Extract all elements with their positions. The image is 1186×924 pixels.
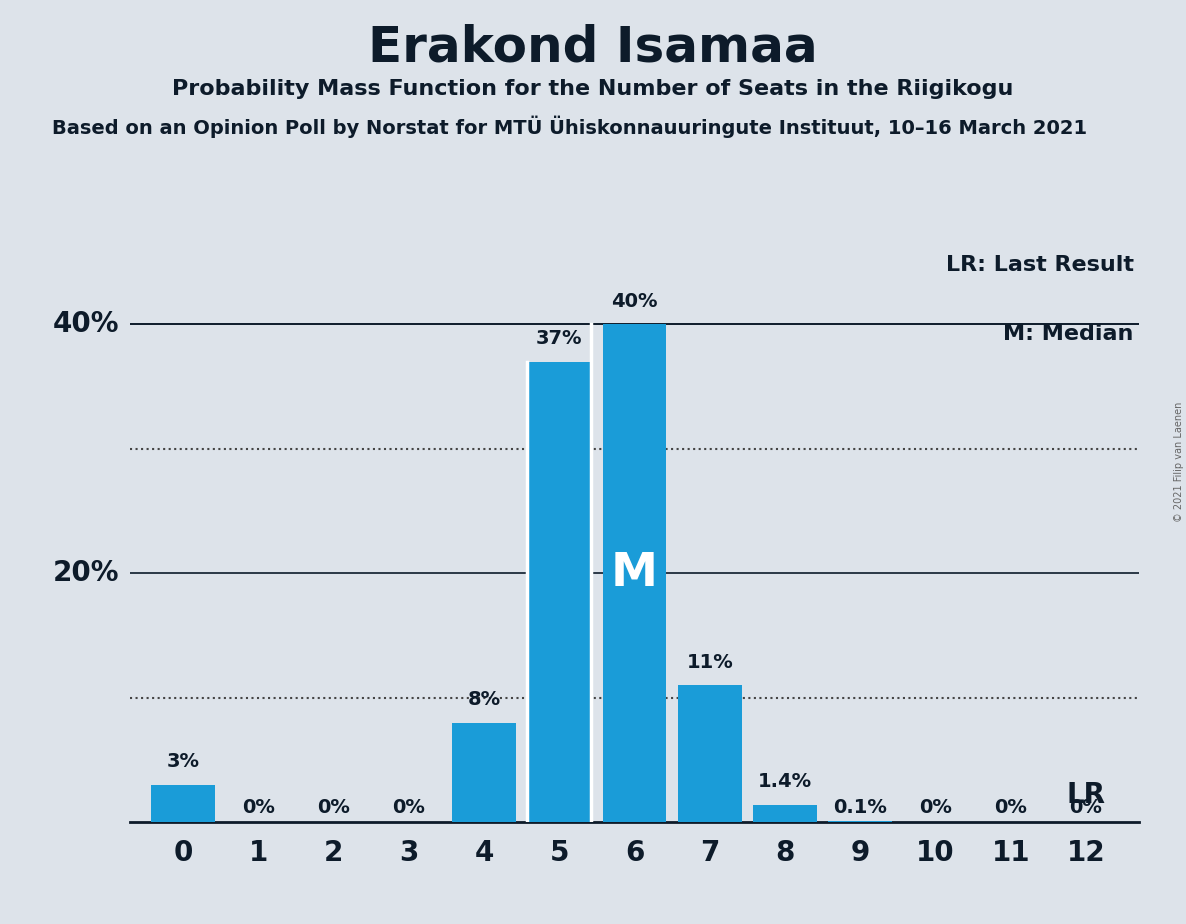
Text: © 2021 Filip van Laenen: © 2021 Filip van Laenen [1174,402,1184,522]
Text: LR: Last Result: LR: Last Result [945,255,1134,275]
Text: 11%: 11% [687,652,733,672]
Text: 8%: 8% [467,690,500,709]
Text: LR: LR [1066,781,1105,808]
Bar [452,723,516,822]
Text: 37%: 37% [536,329,582,347]
Text: 1.4%: 1.4% [758,772,812,791]
Bar [151,785,215,822]
Text: 0%: 0% [994,798,1027,818]
Text: 40%: 40% [611,291,658,310]
Bar [528,361,592,822]
Text: Probability Mass Function for the Number of Seats in the Riigikogu: Probability Mass Function for the Number… [172,79,1014,99]
Text: 0%: 0% [1070,798,1102,818]
Text: 0%: 0% [919,798,952,818]
Text: Erakond Isamaa: Erakond Isamaa [368,23,818,71]
Text: M: Median: M: Median [1003,324,1134,344]
Text: 3%: 3% [166,752,199,772]
Bar [677,686,741,822]
Text: Based on an Opinion Poll by Norstat for MTÜ Ühiskonnauuringute Instituut, 10–16 : Based on an Opinion Poll by Norstat for … [52,116,1086,138]
Text: 20%: 20% [52,559,119,588]
Text: 0%: 0% [393,798,426,818]
Text: 0%: 0% [242,798,275,818]
Bar [753,805,817,822]
Bar [602,324,667,822]
Text: M: M [611,551,658,596]
Text: 0%: 0% [317,798,350,818]
Text: 40%: 40% [52,310,119,338]
Bar [828,821,892,822]
Text: 0.1%: 0.1% [834,798,887,818]
